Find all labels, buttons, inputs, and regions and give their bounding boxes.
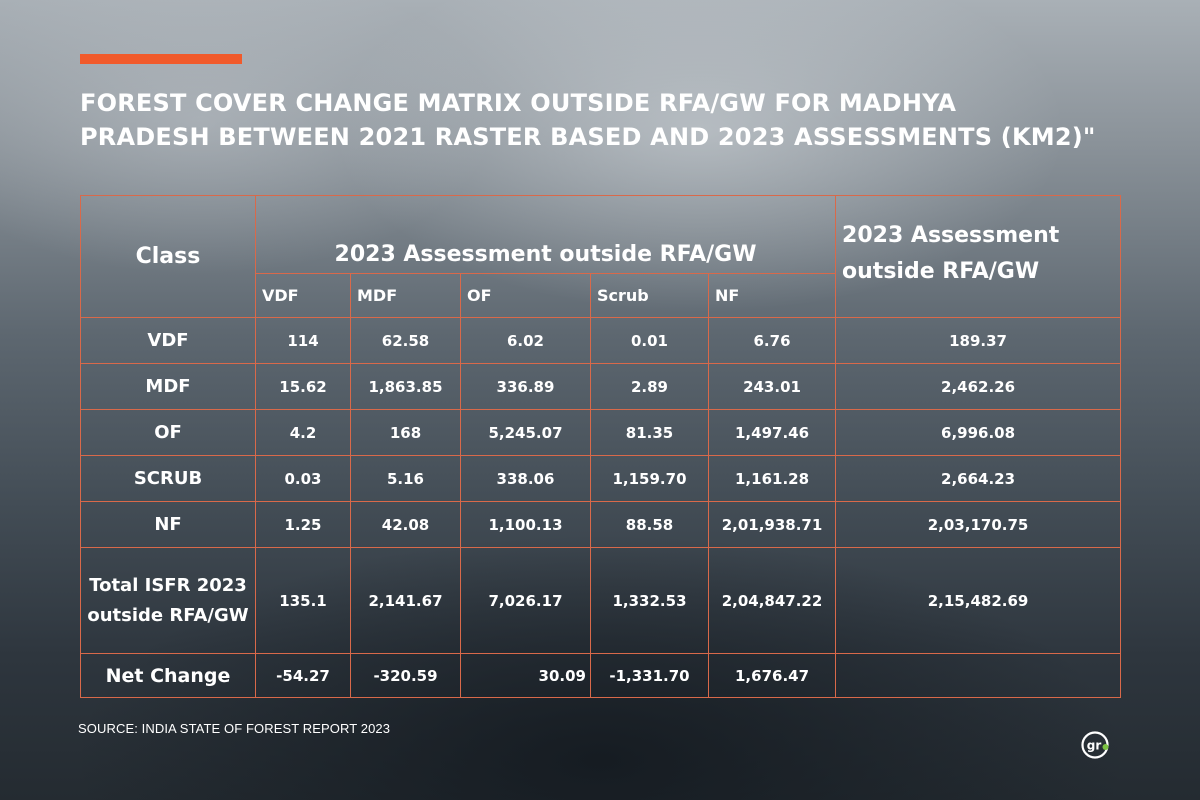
table-row: VDF 114 62.58 6.02 0.01 6.76 189.37: [80, 317, 1122, 364]
net-change-total-cell: [835, 653, 1122, 698]
row-label: OF: [80, 409, 256, 456]
net-change-cell: -54.27: [255, 653, 351, 698]
table-cell: 1,159.70: [590, 455, 709, 502]
table-cell: 81.35: [590, 409, 709, 456]
table-cell: 1,332.53: [590, 547, 709, 654]
table-cell: 168: [350, 409, 461, 456]
net-change-label: Net Change: [80, 653, 256, 698]
table-cell: 15.62: [255, 363, 351, 410]
net-change-cell: -320.59: [350, 653, 461, 698]
row-label: VDF: [80, 317, 256, 364]
row-total-cell: 2,462.26: [835, 363, 1122, 410]
table-cell: 1,100.13: [460, 501, 591, 548]
column-header-mdf: MDF: [350, 273, 461, 318]
row-label: NF: [80, 501, 256, 548]
table-cell: 114: [255, 317, 351, 364]
table-cell: 338.06: [460, 455, 591, 502]
change-matrix-table: Class 2023 Assessment outside RFA/GW 202…: [80, 195, 1122, 698]
table-cell: 243.01: [707, 363, 837, 410]
net-change-row: Net Change -54.27 -320.59 30.09 -1,331.70 1,6…: [80, 653, 1122, 698]
sub-header-row: VDF MDF OF Scrub NF: [81, 273, 1121, 318]
table-cell: 4.2: [255, 409, 351, 456]
source-note: SOURCE: INDIA STATE OF FOREST REPORT 202…: [78, 721, 391, 736]
column-header-nf: NF: [707, 273, 837, 318]
table-cell: 1,863.85: [350, 363, 461, 410]
title-line-1: FOREST COVER CHANGE MATRIX OUTSIDE RFA/G…: [80, 89, 957, 117]
table-cell: 2,141.67: [350, 547, 461, 654]
table-row: Total ISFR 2023 outside RFA/GW 135.1 2,141…: [80, 547, 1122, 654]
row-label: MDF: [80, 363, 256, 410]
table-cell: 2,01,938.71: [707, 501, 837, 548]
row-total-cell: 2,664.23: [835, 455, 1122, 502]
table-cell: 42.08: [350, 501, 461, 548]
table-row: SCRUB 0.03 5.16 338.06 1,159.70 1,161.28 2,664…: [80, 455, 1122, 502]
net-change-cell: 1,676.47: [707, 653, 837, 698]
table-cell: 62.58: [350, 317, 461, 364]
class-header: Class: [80, 195, 256, 318]
group-header: 2023 Assessment outside RFA/GW: [254, 195, 837, 274]
table-row: NF 1.25 42.08 1,100.13 88.58 2,01,938.71 2,03,…: [80, 501, 1122, 548]
table-cell: 2.89: [590, 363, 709, 410]
matrix-body: VDF 114 62.58 6.02 0.01 6.76 189.37 MDF 15.62 1,8…: [80, 317, 1122, 698]
table-cell: 5,245.07: [460, 409, 591, 456]
column-header-vdf: VDF: [255, 273, 351, 318]
net-change-cell: 30.09: [460, 653, 591, 698]
logo-text: gr: [1087, 739, 1102, 753]
total-header: 2023 Assessment outside RFA/GW: [835, 195, 1122, 318]
table-cell: 1,161.28: [707, 455, 837, 502]
table-cell: 0.01: [590, 317, 709, 364]
table-row: OF 4.2 168 5,245.07 81.35 1,497.46 6,996.08: [80, 409, 1122, 456]
row-label: Total ISFR 2023 outside RFA/GW: [80, 547, 256, 654]
title-line-2: PRADESH BETWEEN 2021 RASTER BASED AND 20…: [80, 123, 1096, 151]
table-cell: 1,497.46: [707, 409, 837, 456]
row-total-cell: 189.37: [835, 317, 1122, 364]
table-cell: 88.58: [590, 501, 709, 548]
net-change-cell: -1,331.70: [590, 653, 709, 698]
table-cell: 6.76: [707, 317, 837, 364]
page-title: FOREST COVER CHANGE MATRIX OUTSIDE RFA/G…: [80, 86, 1120, 154]
table-cell: 336.89: [460, 363, 591, 410]
table-row: MDF 15.62 1,863.85 336.89 2.89 243.01 2,462.26: [80, 363, 1122, 410]
table-cell: 7,026.17: [460, 547, 591, 654]
row-total-cell: 2,03,170.75: [835, 501, 1122, 548]
row-total-cell: 2,15,482.69: [835, 547, 1122, 654]
brand-logo: gr: [1081, 731, 1109, 759]
table-cell: 0.03: [255, 455, 351, 502]
table-cell: 6.02: [460, 317, 591, 364]
table-cell: 5.16: [350, 455, 461, 502]
row-label: SCRUB: [80, 455, 256, 502]
column-header-of: OF: [460, 273, 591, 318]
row-total-cell: 6,996.08: [835, 409, 1122, 456]
logo-dot: [1102, 744, 1109, 750]
table-cell: 135.1: [255, 547, 351, 654]
table-cell: 2,04,847.22: [707, 547, 837, 654]
table-cell: 1.25: [255, 501, 351, 548]
column-header-scrub: Scrub: [590, 273, 709, 318]
accent-bar: [80, 54, 242, 64]
